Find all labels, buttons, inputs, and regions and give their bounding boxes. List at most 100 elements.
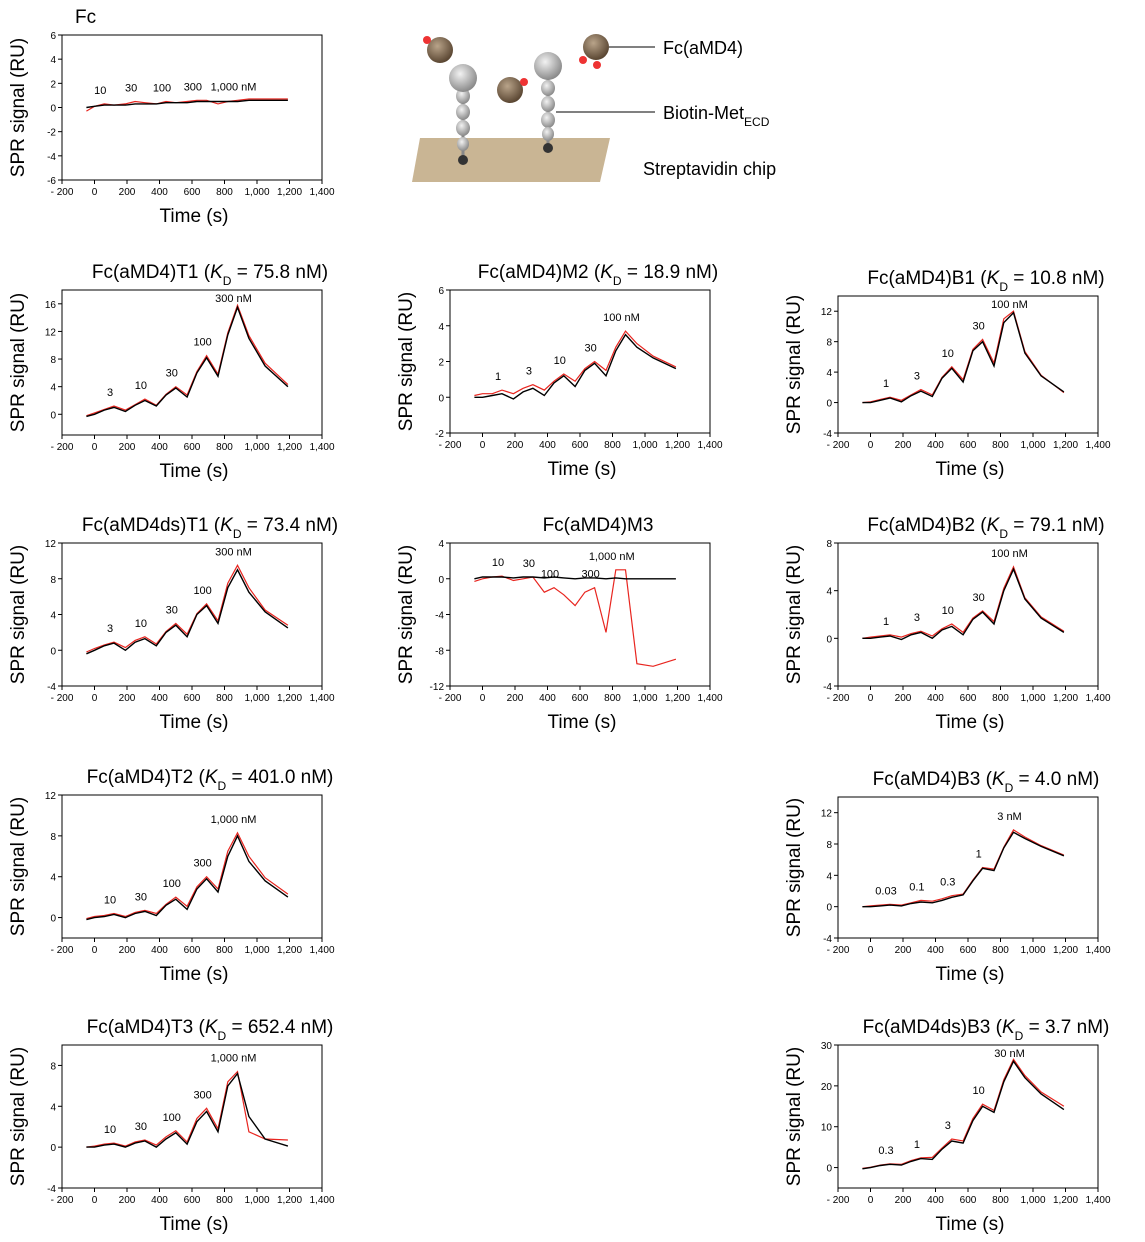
x-axis-title: Time (s) <box>548 459 617 480</box>
schematic: Fc(aMD4) Biotin-MetECD Streptavidin chip <box>412 34 776 182</box>
y-axis-title: SPR signal (RU) <box>8 797 29 936</box>
x-tick-label: 1,200 <box>1053 1195 1078 1206</box>
y-axis-title: SPR signal (RU) <box>8 545 29 684</box>
chart-title: Fc(aMD4)T1 (KD = 75.8 nM) <box>92 262 328 288</box>
concentration-label: 1 <box>914 1139 920 1151</box>
y-tick-label: 2 <box>50 79 56 90</box>
x-tick-label: 200 <box>119 945 136 956</box>
series-line <box>86 305 288 416</box>
y-tick-label: 12 <box>821 809 833 820</box>
x-tick-label: 400 <box>927 1195 944 1206</box>
concentration-label: 1,000 nM <box>211 81 257 93</box>
y-tick-label: 8 <box>826 338 832 349</box>
met-label: Biotin-MetECD <box>663 103 770 129</box>
concentration-label: 300 <box>184 81 202 93</box>
x-tick-label: 200 <box>119 1195 136 1206</box>
y-tick-label: 0 <box>50 914 56 925</box>
x-tick-label: 1,000 <box>632 440 657 451</box>
title-part: Fc(aMD4)T3 ( <box>87 1017 206 1038</box>
concentration-label: 1 <box>883 616 889 628</box>
y-tick-label: 30 <box>821 1041 833 1052</box>
x-tick-label: 600 <box>184 693 201 704</box>
title-part: D <box>233 527 242 541</box>
y-tick-label: 8 <box>826 840 832 851</box>
series-line <box>862 313 1064 403</box>
concentration-label: 300 <box>193 1089 211 1101</box>
x-tick-label: 1,000 <box>1020 440 1045 451</box>
title-part: = 401.0 nM) <box>226 767 333 788</box>
y-tick-label: 4 <box>50 873 56 884</box>
plot-frame <box>450 543 710 686</box>
concentration-label: 10 <box>554 355 566 367</box>
series-line <box>474 570 676 667</box>
y-tick-label: 0 <box>50 104 56 115</box>
x-tick-label: 0 <box>92 945 98 956</box>
x-tick-label: 1,200 <box>665 440 690 451</box>
x-tick-label: 400 <box>151 693 168 704</box>
x-tick-label: 600 <box>184 187 201 198</box>
x-tick-label: 800 <box>216 945 233 956</box>
x-tick-label: 200 <box>895 1195 912 1206</box>
plot-frame <box>838 797 1098 938</box>
concentration-label: 0.3 <box>878 1145 893 1157</box>
x-tick-label: 600 <box>572 693 589 704</box>
x-tick-label: 200 <box>119 693 136 704</box>
title-part: Fc(aMD4ds)B3 ( <box>863 1017 1003 1038</box>
concentration-label: 3 <box>914 612 920 624</box>
x-tick-label: 400 <box>151 1195 168 1206</box>
concentration-label: 10 <box>492 557 504 569</box>
y-tick-label: 0 <box>50 410 56 421</box>
concentration-label: 3 <box>526 366 532 378</box>
x-tick-label: 800 <box>992 440 1009 451</box>
x-tick-label: 1,400 <box>309 1195 334 1206</box>
chart-title: Fc <box>75 7 96 28</box>
title-part: D <box>613 274 622 288</box>
x-tick-label: 600 <box>184 442 201 453</box>
y-axis-title: SPR signal (RU) <box>8 38 29 177</box>
x-tick-label: 200 <box>895 440 912 451</box>
y-tick-label: -8 <box>435 646 444 657</box>
x-tick-label: 200 <box>895 693 912 704</box>
x-tick-label: 1,400 <box>1085 1195 1110 1206</box>
title-part: = 18.9 nM) <box>622 262 719 283</box>
title-part: Fc(aMD4)B1 ( <box>867 268 987 289</box>
series-line <box>862 567 1064 639</box>
y-tick-label: 4 <box>50 1102 56 1113</box>
x-tick-label: 0 <box>480 440 486 451</box>
concentration-label: 10 <box>104 894 116 906</box>
met-label-sub: ECD <box>744 115 770 129</box>
concentration-label: 30 <box>973 320 985 332</box>
x-tick-label: 600 <box>960 693 977 704</box>
y-tick-label: 8 <box>50 832 56 843</box>
title-part: = 79.1 nM) <box>1008 515 1105 536</box>
y-tick-label: 4 <box>826 587 832 598</box>
concentration-label: 10 <box>135 380 147 392</box>
x-tick-label: 600 <box>572 440 589 451</box>
y-axis-title: SPR signal (RU) <box>396 292 417 431</box>
concentration-label: 100 nM <box>991 548 1028 560</box>
x-tick-label: - 200 <box>51 945 74 956</box>
y-tick-label: 10 <box>821 1123 833 1134</box>
y-tick-label: 8 <box>50 575 56 586</box>
chart-panel: Fc(aMD4)B2 (KD = 79.1 nM)- 2000200400600… <box>784 515 1111 733</box>
concentration-label: 3 <box>945 1120 951 1132</box>
y-axis-title: SPR signal (RU) <box>784 545 805 684</box>
y-axis-title: SPR signal (RU) <box>8 1047 29 1186</box>
y-tick-label: 8 <box>50 355 56 366</box>
y-tick-label: 8 <box>50 1061 56 1072</box>
concentration-label: 100 <box>541 569 559 581</box>
y-tick-label: 2 <box>438 358 444 369</box>
x-tick-label: 0 <box>868 440 874 451</box>
y-tick-label: 12 <box>45 327 57 338</box>
x-tick-label: 1,200 <box>1053 693 1078 704</box>
y-tick-label: 20 <box>821 1082 833 1093</box>
y-tick-label: 4 <box>50 611 56 622</box>
x-tick-label: 1,000 <box>632 693 657 704</box>
concentration-label: 100 <box>163 878 181 890</box>
x-axis-title: Time (s) <box>160 461 229 482</box>
fc-protein <box>423 34 609 103</box>
chart-panel: Fc(aMD4ds)T1 (KD = 73.4 nM)- 20002004006… <box>8 515 338 733</box>
title-part: D <box>999 280 1008 294</box>
concentration-label: 1 <box>883 378 889 390</box>
chart-title: Fc(aMD4)B2 (KD = 79.1 nM) <box>867 515 1104 541</box>
